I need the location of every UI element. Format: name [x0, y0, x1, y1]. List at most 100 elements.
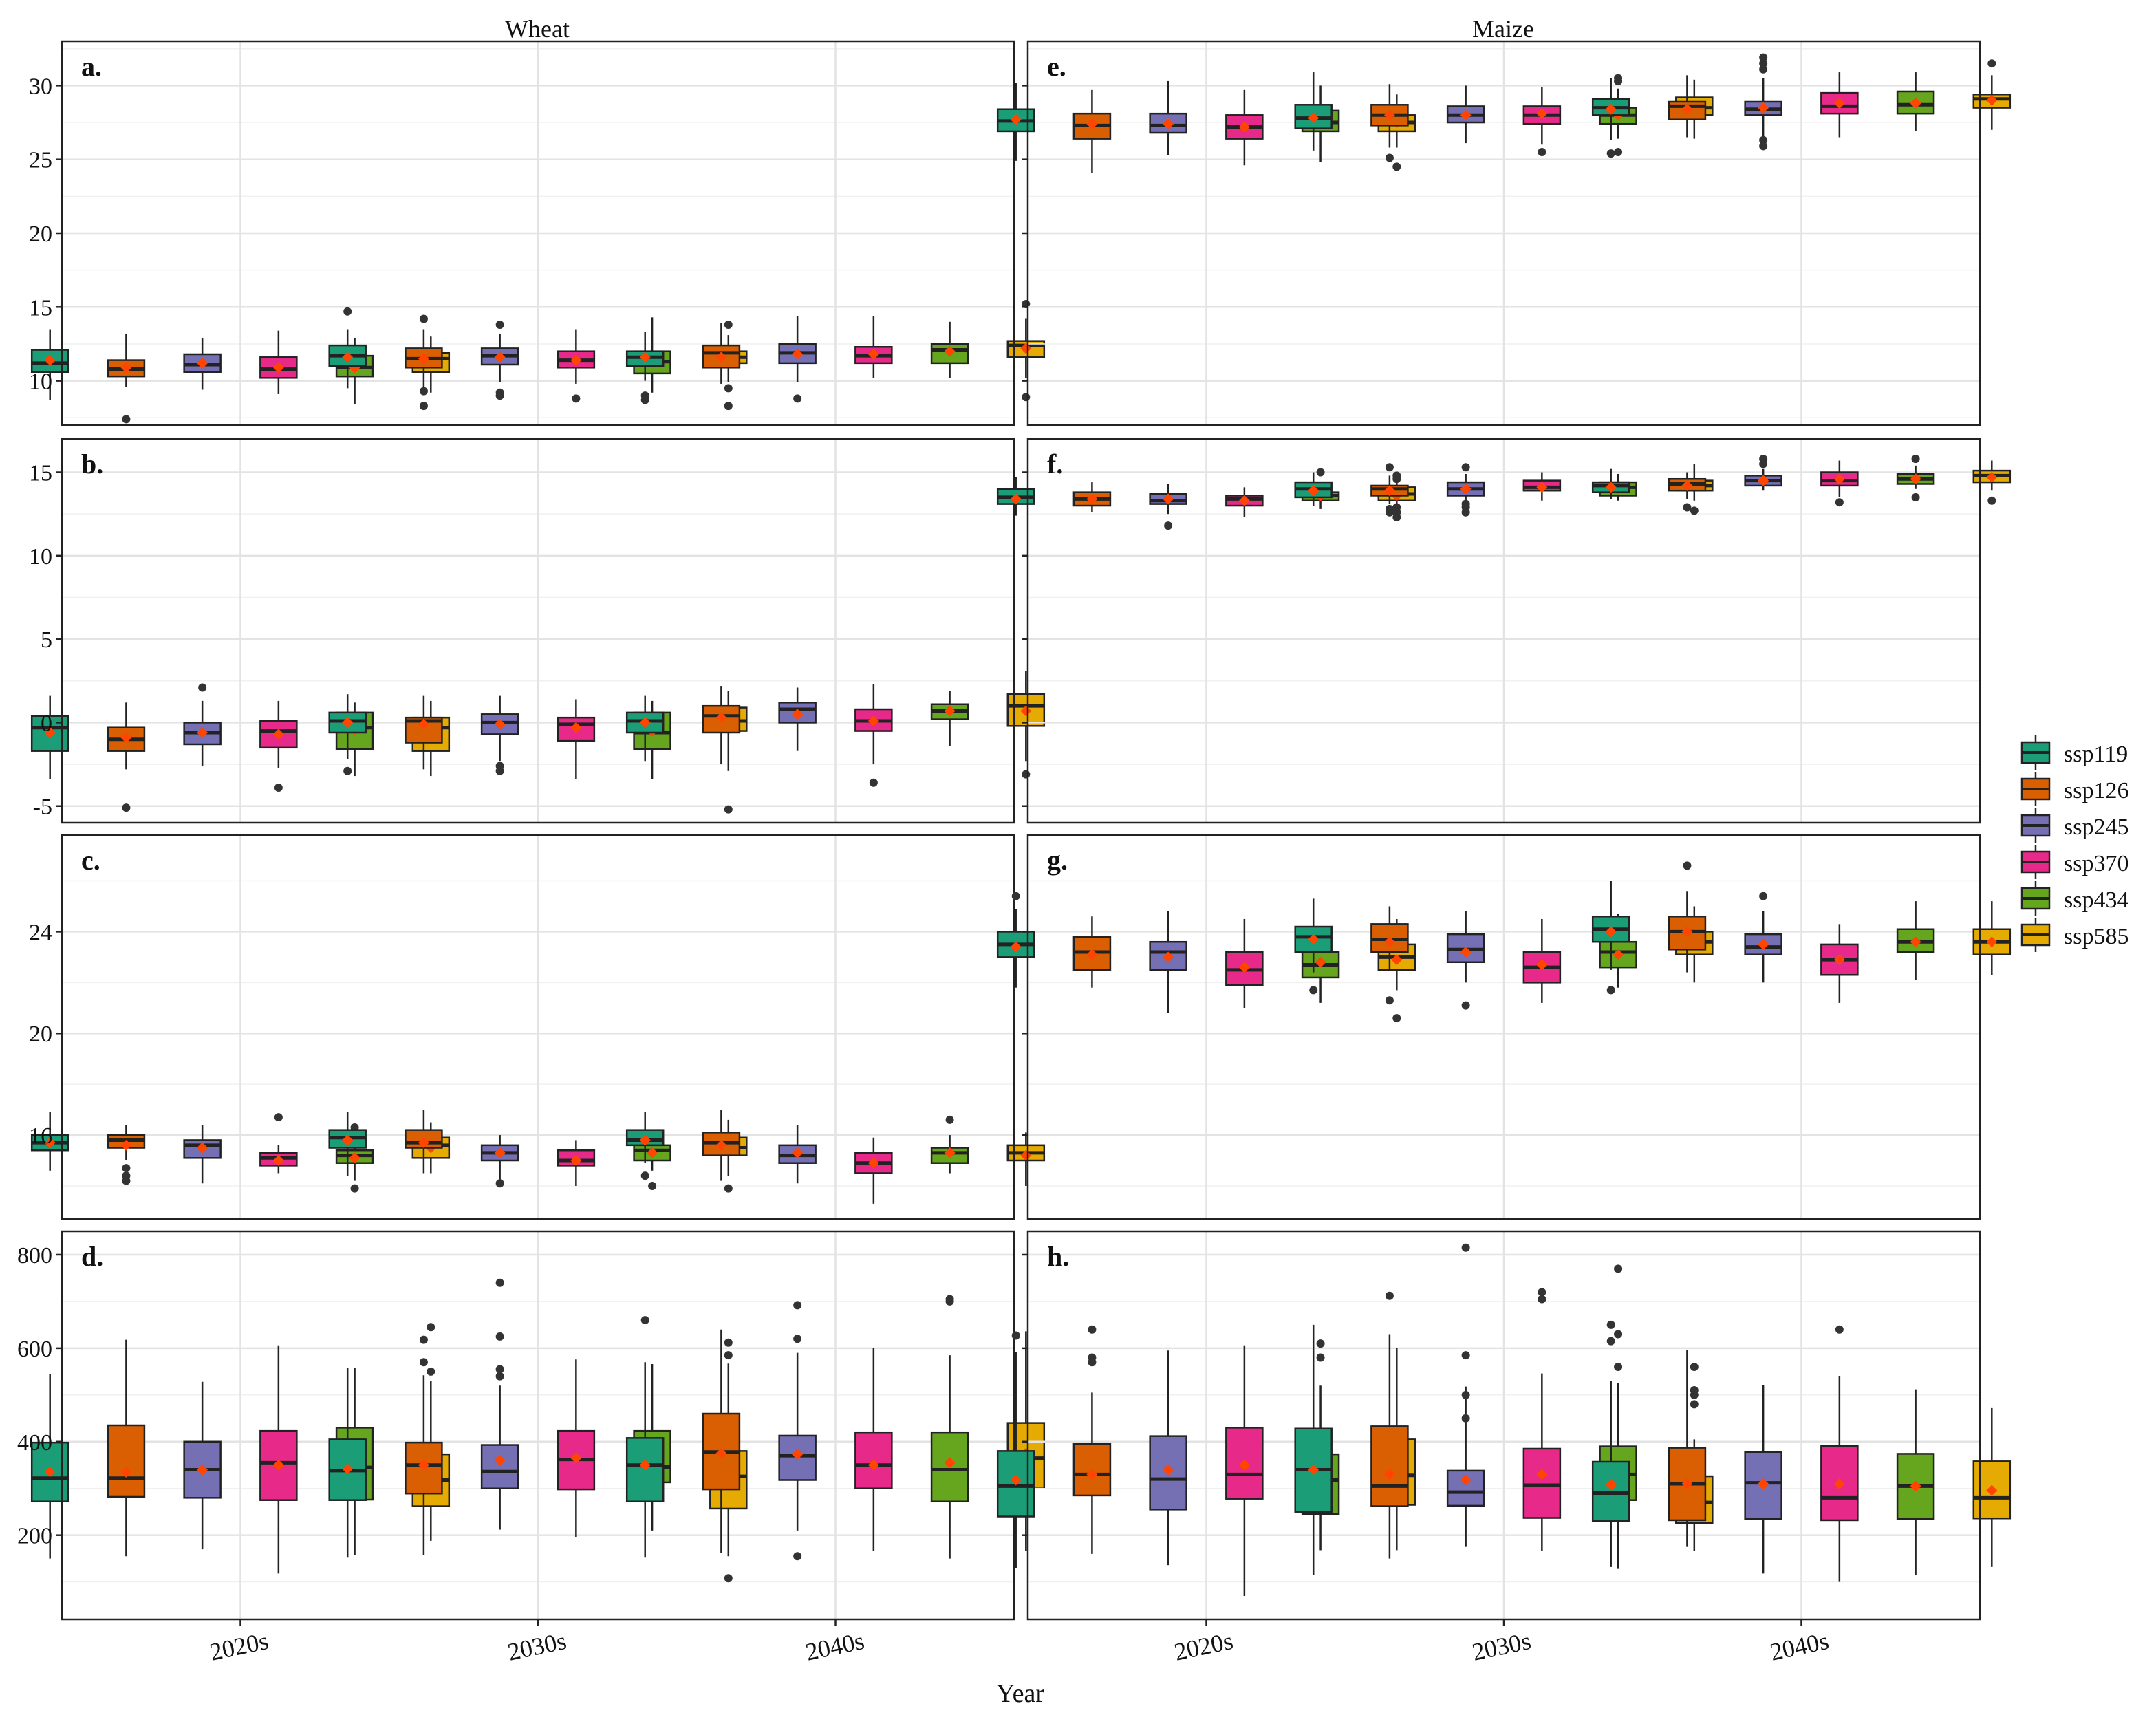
outlier-point	[1683, 861, 1692, 870]
outlier-point	[724, 321, 733, 330]
outlier-point	[343, 307, 352, 316]
mean-marker	[944, 1147, 956, 1158]
box-ssp126-2040s	[702, 686, 741, 765]
x-tick-label-2030s-maize: 2030s	[1469, 1627, 1533, 1666]
box-ssp585-2040s	[1972, 460, 2012, 505]
mean-marker	[1383, 936, 1395, 948]
box-ssp119-2030s	[1294, 472, 1333, 506]
outlier-point	[1759, 65, 1768, 74]
outlier-point	[1461, 499, 1470, 508]
mean-marker	[1086, 1469, 1098, 1480]
box-ssp126-2020s	[107, 333, 146, 424]
box-body	[1522, 1447, 1562, 1519]
mean-marker	[1020, 1149, 1032, 1161]
mean-marker	[867, 1157, 879, 1169]
box-ssp245-2030s	[480, 1135, 519, 1188]
mean-marker	[944, 1457, 956, 1469]
box-ssp245-2020s	[183, 1381, 222, 1550]
panel-g: g.	[996, 834, 2012, 1220]
mean-marker	[120, 732, 132, 744]
box-ssp370-2030s	[557, 329, 596, 403]
mean-marker	[944, 345, 956, 357]
mean-marker	[1910, 1480, 1921, 1492]
legend-item-ssp585: ssp585	[2020, 918, 2128, 952]
box-ssp126-2030s	[405, 1335, 443, 1555]
box-ssp245-2040s	[778, 687, 817, 751]
box-ssp370-2020s	[1225, 918, 1264, 1008]
box-body	[183, 1139, 222, 1159]
box-ssp245-2030s	[1446, 85, 1485, 144]
outlier-point	[1385, 504, 1394, 513]
y-tick-label: 20	[29, 1022, 52, 1047]
box-ssp434-2030s	[633, 1130, 671, 1190]
box-ssp126-2020s	[107, 1125, 146, 1185]
legend-label: ssp119	[2064, 742, 2128, 767]
box-ssp126-2040s	[1668, 1350, 1707, 1547]
mean-marker	[715, 1447, 727, 1459]
panel-f: f.	[996, 438, 2012, 824]
box-body	[480, 1444, 519, 1489]
mean-marker	[418, 1137, 429, 1149]
panel-border	[1026, 438, 1981, 824]
outlier-point	[1392, 503, 1401, 512]
box-ssp245-2020s	[183, 683, 222, 766]
outlier-point	[1088, 1325, 1097, 1334]
mean-marker	[792, 1147, 804, 1158]
box-ssp434-2040s	[930, 321, 969, 378]
outlier-point	[122, 415, 131, 424]
panel-e: e.	[996, 40, 2012, 426]
mean-marker	[197, 726, 208, 738]
column-title-maize: Maize	[1472, 15, 1534, 43]
mean-marker	[44, 354, 56, 366]
box-ssp245-2020s	[1149, 911, 1187, 1013]
mean-marker	[1536, 1469, 1548, 1480]
box-ssp126-2040s	[702, 1110, 741, 1181]
y-tick-label: 5	[41, 627, 52, 653]
mean-marker	[1010, 114, 1022, 125]
mean-marker	[1163, 951, 1174, 963]
mean-marker	[1238, 121, 1250, 133]
mean-marker	[1086, 493, 1098, 505]
y-tick-label: 16	[29, 1123, 52, 1149]
outlier-point	[1461, 1243, 1470, 1252]
mean-marker	[418, 718, 429, 730]
outlier-point	[419, 387, 428, 396]
outlier-point	[640, 1316, 649, 1325]
mean-marker	[570, 1155, 582, 1167]
outlier-point	[945, 1115, 954, 1124]
mean-marker	[1758, 938, 1769, 950]
box-ssp245-2040s	[1744, 892, 1782, 983]
outlier-point	[1316, 468, 1325, 477]
box-ssp119-2030s	[1294, 898, 1333, 995]
outlier-point	[648, 1181, 657, 1190]
y-tick-label: 600	[17, 1337, 52, 1362]
box-ssp126-2020s	[107, 1339, 146, 1557]
box-body	[557, 716, 596, 742]
x-tick-label-2020s: 2020s	[207, 1627, 270, 1666]
mean-marker	[792, 709, 804, 720]
outlier-point	[1835, 1325, 1844, 1334]
outlier-point	[1164, 521, 1173, 530]
mean-marker	[120, 1466, 132, 1478]
mean-marker	[1605, 103, 1617, 115]
outlier-point	[1022, 393, 1031, 402]
mean-marker	[1020, 705, 1032, 717]
panel-label: c.	[81, 845, 100, 876]
panel-a: 10 15 20 25 30 a.	[29, 40, 1046, 426]
box-body	[1370, 1425, 1409, 1507]
panel-border	[1026, 834, 1981, 1220]
mean-marker	[1460, 1474, 1472, 1486]
mean-marker	[1308, 933, 1319, 945]
box-ssp245-2040s	[778, 316, 817, 403]
box-ssp126-2030s	[1370, 906, 1409, 1005]
panel-label: a.	[81, 51, 102, 82]
mean-marker	[272, 1155, 284, 1167]
mean-marker	[1910, 936, 1921, 948]
box-ssp119-2040s	[1591, 78, 1630, 158]
box-ssp434-2040s	[930, 1115, 969, 1174]
box-ssp370-2030s	[557, 1359, 596, 1537]
outlier-point	[1385, 1291, 1394, 1300]
mean-marker	[1238, 495, 1250, 506]
box-ssp434-2040s	[1896, 1389, 1935, 1575]
